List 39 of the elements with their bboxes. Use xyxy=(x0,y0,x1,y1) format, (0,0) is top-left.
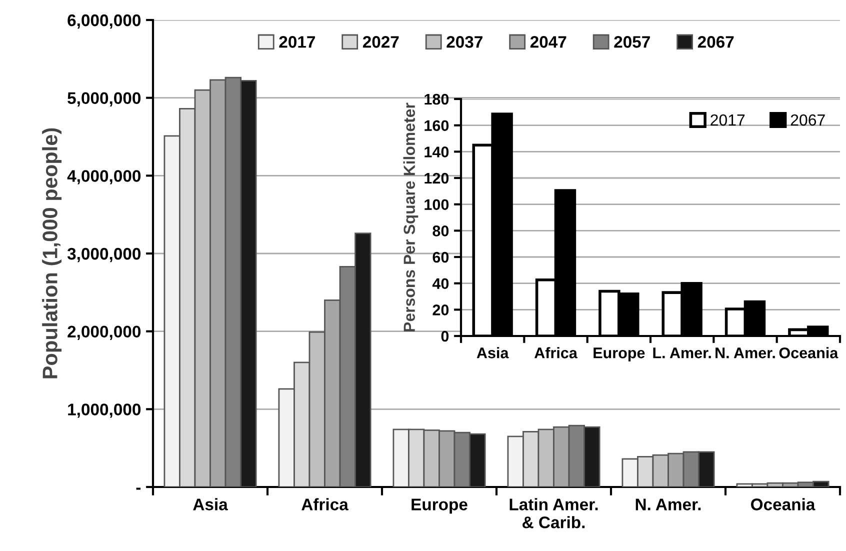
legend-label: 2057 xyxy=(614,36,650,48)
y-axis-title: Population (1,000 people) xyxy=(42,128,62,378)
y-tick-label: - xyxy=(136,488,141,490)
y-tick-label: 2,000,000 xyxy=(68,326,141,340)
y-tick-label: 120 xyxy=(424,172,449,184)
x-tick-label: Latin Amer. & Carib. xyxy=(510,498,598,528)
x-tick-label: Africa xyxy=(534,347,578,358)
y-tick-label: 60 xyxy=(432,252,449,263)
y-tick-label: 140 xyxy=(424,146,449,158)
legend-label: 2067 xyxy=(698,36,734,48)
y-tick-label: 3,000,000 xyxy=(67,248,141,262)
x-tick-label: N. Amer. xyxy=(636,498,701,510)
y-tick-label: 4,000,000 xyxy=(67,170,141,184)
x-tick-label: N. Amer. xyxy=(716,348,775,358)
x-tick-label: Africa xyxy=(302,498,348,510)
legend-label: 2037 xyxy=(446,36,482,48)
y-tick-label: 40 xyxy=(432,278,449,290)
y-axis-title: Persons Per Square Kilometer xyxy=(403,102,418,332)
y-tick-label: 180 xyxy=(424,94,449,105)
legend-label: 2017 xyxy=(279,36,315,48)
x-tick-label: Asia xyxy=(193,498,228,510)
y-tick-label: 0 xyxy=(441,330,449,342)
legend-label: 2047 xyxy=(530,36,566,48)
y-tick-label: 100 xyxy=(424,199,449,210)
y-tick-label: 20 xyxy=(432,304,449,316)
x-tick-label: L. Amer. xyxy=(653,348,711,358)
y-tick-label: 1,000,000 xyxy=(68,404,141,418)
y-tick-label: 5,000,000 xyxy=(68,92,141,106)
x-tick-label: Europe xyxy=(412,498,468,514)
y-tick-label: 160 xyxy=(424,120,449,132)
legend-label: 2067 xyxy=(790,114,825,126)
legend-label: 2017 xyxy=(710,114,745,126)
legend-label: 2027 xyxy=(362,36,399,48)
x-tick-label: Oceania xyxy=(779,347,838,358)
y-tick-label: 80 xyxy=(432,226,449,236)
x-tick-label: Asia xyxy=(476,347,509,358)
y-tick-label: 6,000,000 xyxy=(68,14,141,29)
x-tick-label: Europe xyxy=(594,348,645,362)
x-tick-label: Oceania xyxy=(751,498,816,510)
